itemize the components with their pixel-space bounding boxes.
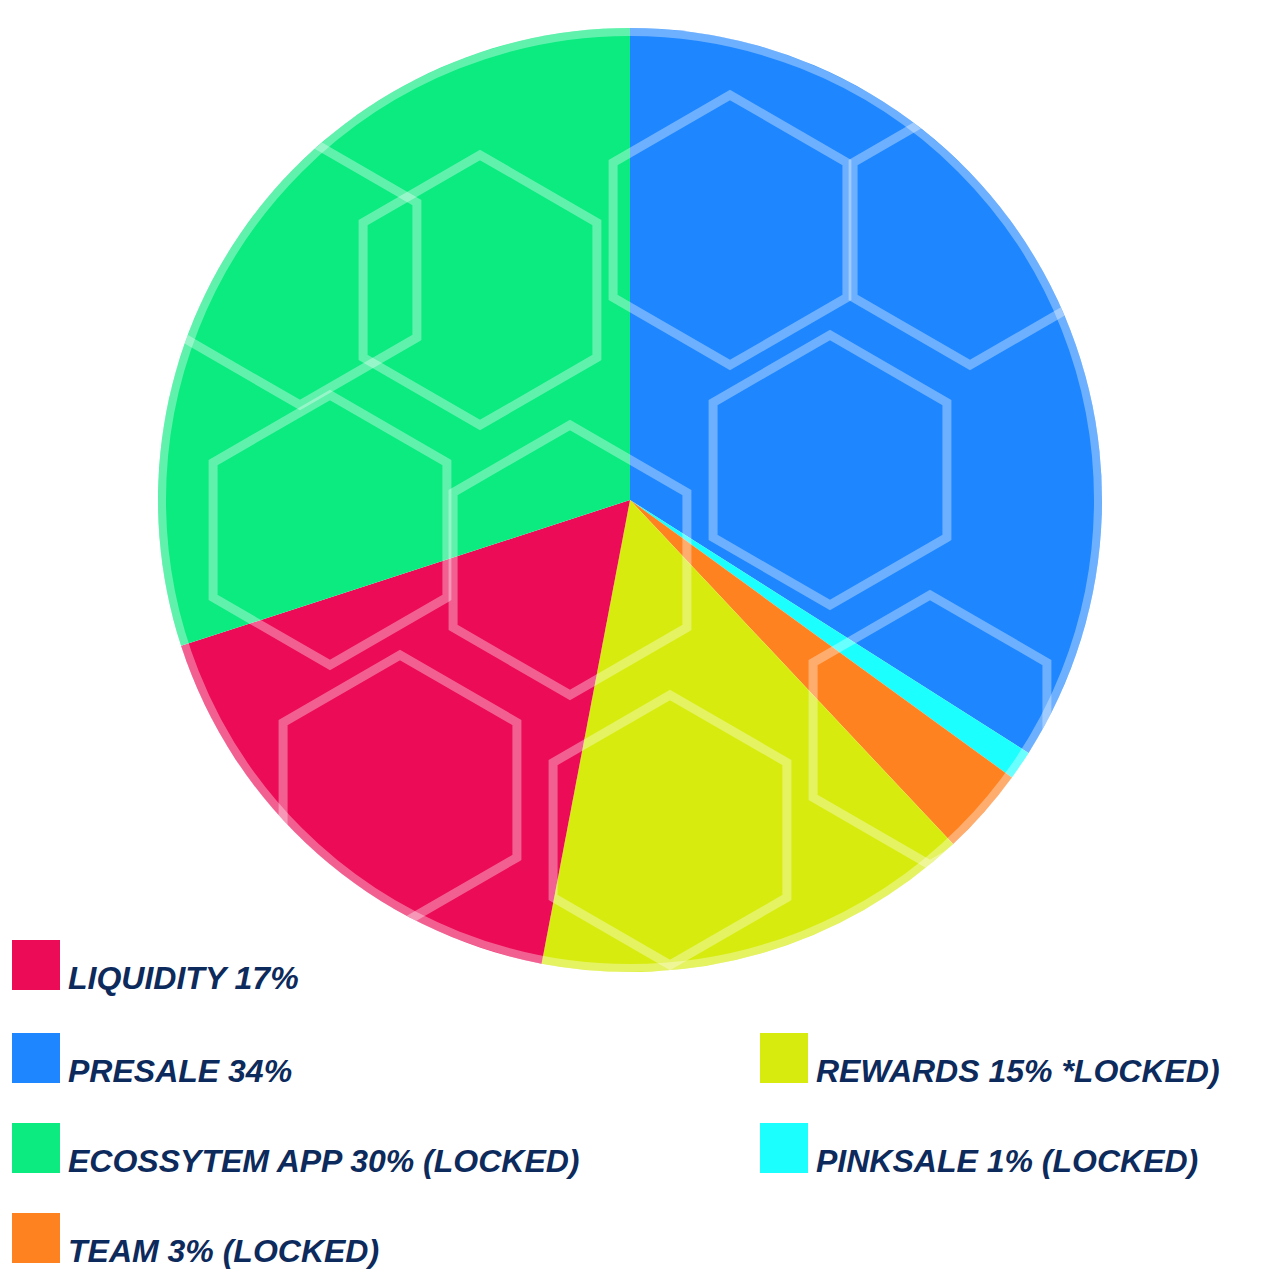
legend-label: PRESALE 34% xyxy=(68,1053,292,1089)
chart-canvas: PRESALE 34% PINKSALE 1% (LOCKED) TEAM 3% (… xyxy=(0,0,1280,1280)
ball-seam xyxy=(213,395,447,665)
legend-item: PINKSALE 1% (LOCKED) xyxy=(760,1123,1198,1179)
legend-label: ECOSSYTEM APP 30% (LOCKED) xyxy=(68,1143,579,1179)
legend-swatch xyxy=(12,1033,60,1083)
ball-seam xyxy=(283,655,517,925)
ball-seam xyxy=(713,335,947,605)
legend-label: PINKSALE 1% (LOCKED) xyxy=(816,1143,1198,1179)
ball-seam xyxy=(813,595,1047,865)
ball-seam xyxy=(853,95,1087,365)
legend-item: ECOSSYTEM APP 30% (LOCKED) xyxy=(12,1123,579,1179)
legend-swatch xyxy=(12,1213,60,1263)
legend-label: REWARDS 15% *LOCKED) xyxy=(816,1053,1220,1089)
legend: PRESALE 34% PINKSALE 1% (LOCKED) TEAM 3% (… xyxy=(12,940,1220,1269)
ball-outline xyxy=(162,32,1098,968)
ball-seam xyxy=(453,425,687,695)
pie-slice xyxy=(158,28,630,646)
legend-swatch xyxy=(12,1123,60,1173)
ball-seam xyxy=(613,95,847,365)
legend-swatch xyxy=(760,1123,808,1173)
legend-swatch xyxy=(760,1033,808,1083)
legend-label: LIQUIDITY 17% xyxy=(68,960,299,996)
ball-pattern xyxy=(183,95,1087,965)
ball-seam xyxy=(553,695,787,965)
legend-swatch xyxy=(12,940,60,990)
legend-item: TEAM 3% (LOCKED) xyxy=(12,1213,379,1269)
pie xyxy=(158,28,1102,972)
legend-item: REWARDS 15% *LOCKED) xyxy=(760,1033,1220,1089)
legend-item: LIQUIDITY 17% xyxy=(12,940,299,996)
legend-label: TEAM 3% (LOCKED) xyxy=(68,1233,379,1269)
legend-item: PRESALE 34% xyxy=(12,1033,292,1089)
